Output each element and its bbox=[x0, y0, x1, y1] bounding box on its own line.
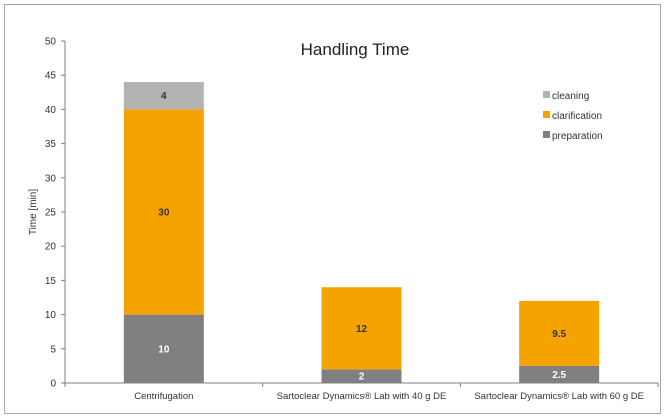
bar-segment-preparation bbox=[123, 314, 204, 383]
y-tick-label: 20 bbox=[45, 242, 57, 253]
bar-segment-preparation bbox=[321, 369, 402, 383]
y-tick-label: 0 bbox=[50, 379, 56, 390]
y-tick-label: 35 bbox=[45, 139, 57, 150]
y-tick-label: 40 bbox=[45, 105, 57, 116]
y-tick-label: 15 bbox=[45, 276, 57, 287]
x-tick-label: Sartoclear Dynamics® Lab with 40 g DE bbox=[277, 391, 447, 402]
bar-segment-cleaning bbox=[123, 82, 204, 110]
data-label: 4 bbox=[161, 91, 167, 102]
legend: cleaning clarification preparation bbox=[543, 91, 603, 142]
y-tick-label: 10 bbox=[45, 310, 57, 321]
y-tick-label: 30 bbox=[45, 173, 57, 184]
data-label: 10 bbox=[158, 344, 170, 355]
data-label: 9.5 bbox=[552, 329, 566, 340]
y-tick-label: 50 bbox=[45, 37, 57, 48]
bar-segment-preparation bbox=[519, 365, 600, 383]
data-label: 2.5 bbox=[552, 370, 566, 381]
legend-swatch-preparation bbox=[543, 131, 550, 138]
x-tick-label: Sartoclear Dynamics® Lab with 60 g DE bbox=[474, 391, 644, 402]
x-axis: Centrifugation Sartoclear Dynamics® Lab w… bbox=[64, 382, 659, 402]
bar-segment-clarification bbox=[321, 287, 402, 370]
chart-title: Handling Time bbox=[301, 40, 410, 59]
data-label: 12 bbox=[356, 324, 368, 335]
legend-swatch-clarification bbox=[543, 111, 550, 118]
data-label: 2 bbox=[359, 372, 365, 383]
y-tick-label: 5 bbox=[50, 344, 56, 355]
legend-swatch-cleaning bbox=[543, 91, 550, 98]
y-tick-label: 45 bbox=[45, 71, 57, 82]
bar-segment-clarification bbox=[123, 109, 204, 315]
y-tick-label: 25 bbox=[45, 208, 57, 219]
data-label: 30 bbox=[158, 208, 170, 219]
x-tick-label: Centrifugation bbox=[134, 391, 193, 402]
y-axis: 0 5 10 15 20 25 30 35 40 45 50 bbox=[45, 37, 66, 390]
legend-label-preparation: preparation bbox=[552, 131, 603, 142]
bar-segment-clarification bbox=[519, 300, 600, 366]
legend-label-clarification: clarification bbox=[552, 111, 602, 122]
bars: 10 30 4 2 12 2.5 9.5 bbox=[123, 82, 600, 383]
y-axis-label: Time [min] bbox=[28, 189, 39, 236]
legend-label-cleaning: cleaning bbox=[552, 91, 589, 102]
